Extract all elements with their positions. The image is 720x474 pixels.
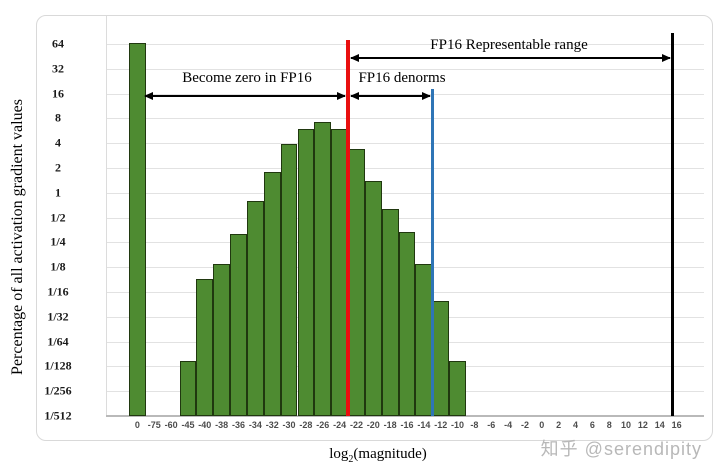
x-tick-label: 4 bbox=[573, 420, 579, 430]
gridline bbox=[106, 68, 704, 70]
x-tick-label: -8 bbox=[470, 420, 479, 430]
y-tick-label: 16 bbox=[52, 86, 64, 101]
x-tick-label: -12 bbox=[434, 420, 448, 430]
y-axis-title: Percentage of all activation gradient va… bbox=[9, 99, 27, 375]
histogram-bar bbox=[398, 232, 416, 416]
x-tick-label: -75 bbox=[147, 420, 161, 430]
gridline bbox=[106, 118, 704, 120]
x-tick-label: -32 bbox=[265, 420, 279, 430]
x-tick-label: -38 bbox=[215, 420, 229, 430]
x-tick-label: 8 bbox=[606, 420, 612, 430]
gridline bbox=[106, 217, 704, 219]
x-tick-label: -4 bbox=[504, 420, 513, 430]
x-tick-label: -2 bbox=[520, 420, 529, 430]
y-tick-label: 1/8 bbox=[50, 259, 66, 274]
arrowhead-left-icon bbox=[144, 92, 153, 100]
annotation-become-zero: Become zero in FP16 bbox=[182, 70, 312, 86]
x-tick-label: 14 bbox=[654, 420, 665, 430]
arrowhead-right-icon bbox=[662, 54, 672, 62]
x-tick-label: -16 bbox=[400, 420, 414, 430]
arrow-fp16-range bbox=[350, 54, 672, 62]
arrow-fp16-denorms bbox=[350, 92, 432, 100]
histogram-bar bbox=[196, 278, 214, 416]
histogram-bar bbox=[263, 171, 281, 416]
gridline bbox=[106, 192, 704, 194]
y-tick-label: 2 bbox=[55, 160, 61, 175]
x-tick-label: -14 bbox=[417, 420, 431, 430]
x-tick-label: -30 bbox=[282, 420, 296, 430]
histogram-bar bbox=[348, 149, 365, 416]
x-tick-label: 0 bbox=[134, 420, 140, 430]
arrowhead-right-icon bbox=[422, 92, 432, 100]
histogram-bar bbox=[129, 42, 146, 416]
y-tick-label: 1/4 bbox=[50, 234, 66, 249]
x-tick-label: 2 bbox=[556, 420, 562, 430]
y-tick-label: 32 bbox=[52, 61, 64, 76]
histogram-bar bbox=[246, 200, 264, 416]
x-tick-label: -36 bbox=[232, 420, 246, 430]
black-line-fp16-max bbox=[670, 33, 675, 416]
y-axis-title-wrap: Percentage of all activation gradient va… bbox=[4, 0, 32, 474]
x-tick-label: -6 bbox=[487, 420, 496, 430]
y-tick-label: 1/2 bbox=[50, 210, 66, 225]
x-tick-label: -22 bbox=[349, 420, 363, 430]
histogram-bar bbox=[364, 180, 382, 416]
x-tick-label: 12 bbox=[637, 420, 648, 430]
x-tick-label: -18 bbox=[383, 420, 397, 430]
arrow-become-zero bbox=[144, 92, 347, 100]
y-tick-label: 1/16 bbox=[47, 284, 69, 299]
y-tick-label: 8 bbox=[55, 110, 61, 125]
x-tick-label: -20 bbox=[366, 420, 380, 430]
histogram-bar bbox=[230, 233, 247, 416]
arrowhead-left-icon bbox=[350, 54, 360, 62]
histogram-bar bbox=[213, 264, 231, 416]
x-axis-title: log2(magnitude) bbox=[329, 446, 427, 465]
histogram-bar bbox=[280, 144, 298, 416]
x-tick-label: -24 bbox=[333, 420, 347, 430]
x-tick-label: -10 bbox=[451, 420, 465, 430]
x-tick-label: -28 bbox=[299, 420, 313, 430]
x-tick-label: -60 bbox=[164, 420, 178, 430]
y-tick-label: 1 bbox=[55, 185, 61, 200]
x-tick-label: 6 bbox=[589, 420, 595, 430]
red-line-denorm-boundary bbox=[346, 40, 350, 416]
gridline bbox=[106, 143, 704, 145]
y-tick-label: 1/64 bbox=[47, 334, 69, 349]
x-tick-label: 10 bbox=[621, 420, 632, 430]
x-tick-label: -26 bbox=[316, 420, 330, 430]
x-tick-label: 0 bbox=[539, 420, 545, 430]
plot-left-border bbox=[106, 16, 107, 416]
histogram-bar bbox=[449, 361, 466, 416]
blue-line-norm-boundary bbox=[430, 89, 434, 416]
y-tick-label: 1/256 bbox=[44, 383, 72, 398]
y-tick-label: 4 bbox=[55, 135, 61, 150]
annotation-fp16-denorms: FP16 denorms bbox=[358, 70, 446, 86]
histogram-bar bbox=[297, 128, 315, 416]
annotation-fp16-range: FP16 Representable range bbox=[430, 37, 588, 53]
watermark: 知乎 @serendipity bbox=[540, 439, 702, 459]
histogram-bar bbox=[381, 209, 399, 416]
gridline bbox=[106, 168, 704, 169]
histogram-bar bbox=[314, 121, 332, 416]
x-axis-line bbox=[106, 415, 704, 417]
y-tick-label: 1/512 bbox=[44, 408, 72, 423]
gridline bbox=[106, 44, 704, 45]
arrowhead-right-icon bbox=[337, 92, 347, 100]
histogram-bar bbox=[179, 361, 197, 416]
x-tick-label: 16 bbox=[671, 420, 682, 430]
y-tick-label: 64 bbox=[52, 36, 64, 51]
arrowhead-left-icon bbox=[350, 92, 360, 100]
gridline bbox=[106, 93, 704, 95]
y-tick-label: 1/128 bbox=[44, 358, 72, 373]
y-tick-label: 1/32 bbox=[47, 309, 69, 324]
x-tick-label: -34 bbox=[248, 420, 262, 430]
histogram-bar bbox=[432, 301, 450, 416]
x-tick-label: -40 bbox=[198, 420, 212, 430]
x-tick-label: -45 bbox=[181, 420, 195, 430]
histogram-bar bbox=[415, 264, 433, 416]
figure-border bbox=[36, 15, 713, 441]
